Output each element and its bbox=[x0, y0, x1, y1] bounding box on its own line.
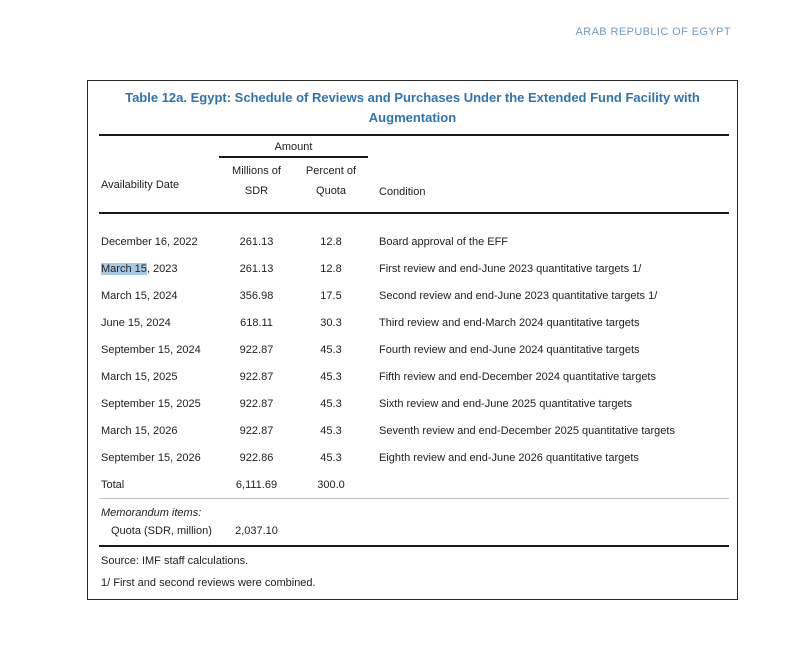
table-row: March 15, 2025 922.87 45.3 Fifth review … bbox=[99, 363, 729, 390]
cell-condition: Eighth review and end-June 2026 quantita… bbox=[379, 451, 639, 464]
table-12a-container: Table 12a. Egypt: Schedule of Reviews an… bbox=[87, 80, 738, 600]
cell-date: September 15, 2024 bbox=[101, 343, 201, 356]
cell-sdr: 922.87 bbox=[239, 343, 274, 356]
cell-condition: Fourth review and end-June 2024 quantita… bbox=[379, 343, 640, 356]
memorandum-row: Quota (SDR, million) 2,037.10 bbox=[99, 522, 729, 540]
cell-sdr: 922.86 bbox=[239, 451, 274, 464]
table-row: March 15, 2023 261.13 12.8 First review … bbox=[99, 255, 729, 282]
header-percent-of-quota: Percent of Quota bbox=[305, 165, 357, 198]
cell-condition: Sixth review and end-June 2025 quantitat… bbox=[379, 397, 633, 410]
cell-condition: Fifth review and end-December 2024 quant… bbox=[379, 370, 656, 383]
cell-date: March 15, 2026 bbox=[101, 424, 178, 437]
total-row: Total 6,111.69 300.0 bbox=[99, 471, 729, 498]
cell-quota: 12.8 bbox=[320, 235, 342, 248]
table-row: September 15, 2026 922.86 45.3 Eighth re… bbox=[99, 444, 729, 471]
cell-condition: Third review and end-March 2024 quantita… bbox=[379, 316, 640, 329]
cell-quota: 45.3 bbox=[320, 424, 342, 437]
header-condition: Condition bbox=[379, 186, 426, 198]
cell-date: December 16, 2022 bbox=[101, 235, 198, 248]
schedule-table: Amount Availability Date Millions of SDR… bbox=[99, 134, 729, 598]
total-quota: 300.0 bbox=[317, 478, 345, 491]
cell-sdr: 618.11 bbox=[240, 316, 273, 329]
table-row: September 15, 2025 922.87 45.3 Sixth rev… bbox=[99, 390, 729, 417]
table-row: June 15, 2024 618.11 30.3 Third review a… bbox=[99, 309, 729, 336]
cell-quota: 45.3 bbox=[320, 343, 342, 356]
notes-separator-rule bbox=[99, 545, 729, 547]
cell-sdr: 922.87 bbox=[239, 397, 274, 410]
table-body: December 16, 2022 261.13 12.8 Board appr… bbox=[99, 214, 729, 498]
cell-condition: First review and end-June 2023 quantitat… bbox=[379, 262, 642, 275]
cell-condition: Seventh review and end-December 2025 qua… bbox=[379, 424, 675, 437]
header-availability-date: Availability Date bbox=[101, 179, 180, 191]
memorandum-value: 2,037.10 bbox=[235, 525, 278, 537]
column-header-row: Availability Date Millions of SDR Percen… bbox=[99, 158, 729, 214]
source-note: Source: IMF staff calculations. bbox=[101, 555, 249, 567]
header-millions-of-sdr: Millions of SDR bbox=[232, 165, 281, 198]
cell-date: March 15, 2024 bbox=[101, 289, 178, 302]
cell-date: September 15, 2026 bbox=[101, 451, 201, 464]
memorandum-section: Memorandum items: Quota (SDR, million) 2… bbox=[99, 499, 729, 540]
footnote-1: 1/ First and second reviews were combine… bbox=[101, 577, 316, 589]
cell-date: June 15, 2024 bbox=[101, 316, 171, 329]
total-label: Total bbox=[101, 478, 125, 491]
cell-condition: Second review and end-June 2023 quantita… bbox=[379, 289, 658, 302]
table-top-rule bbox=[99, 134, 729, 136]
table-row: December 16, 2022 261.13 12.8 Board appr… bbox=[99, 228, 729, 255]
cell-date: September 15, 2025 bbox=[101, 397, 201, 410]
memorandum-heading: Memorandum items: bbox=[101, 507, 202, 519]
memorandum-separator-rule bbox=[99, 498, 729, 499]
cell-date: March 15, 2025 bbox=[101, 370, 178, 383]
table-row: March 15, 2024 356.98 17.5 Second review… bbox=[99, 282, 729, 309]
table-row: September 15, 2024 922.87 45.3 Fourth re… bbox=[99, 336, 729, 363]
cell-quota: 30.3 bbox=[320, 316, 342, 329]
cell-quota: 45.3 bbox=[320, 370, 342, 383]
document-header-label: ARAB REPUBLIC OF EGYPT bbox=[575, 26, 731, 38]
total-sdr: 6,111.69 bbox=[235, 478, 278, 491]
cell-sdr: 922.87 bbox=[239, 424, 274, 437]
cell-quota: 45.3 bbox=[320, 451, 342, 464]
cell-date-rest: , 2023 bbox=[146, 262, 178, 275]
selected-text[interactable]: March 15 bbox=[101, 262, 147, 275]
cell-quota: 17.5 bbox=[320, 289, 342, 302]
cell-quota: 12.8 bbox=[320, 262, 342, 275]
cell-sdr: 922.87 bbox=[239, 370, 274, 383]
memorandum-label: Quota (SDR, million) bbox=[111, 525, 212, 537]
cell-sdr: 261.13 bbox=[239, 235, 274, 248]
amount-group-header: Amount bbox=[219, 137, 368, 158]
table-row: March 15, 2026 922.87 45.3 Seventh revie… bbox=[99, 417, 729, 444]
cell-date: March 15, 2023 bbox=[99, 262, 219, 275]
cell-sdr: 261.13 bbox=[239, 262, 274, 275]
table-notes: Source: IMF staff calculations. 1/ First… bbox=[99, 547, 729, 591]
cell-condition: Board approval of the EFF bbox=[379, 235, 509, 248]
table-title: Table 12a. Egypt: Schedule of Reviews an… bbox=[125, 90, 700, 126]
cell-quota: 45.3 bbox=[320, 397, 342, 410]
cell-sdr: 356.98 bbox=[239, 289, 274, 302]
amount-group-header-row: Amount bbox=[99, 136, 729, 158]
